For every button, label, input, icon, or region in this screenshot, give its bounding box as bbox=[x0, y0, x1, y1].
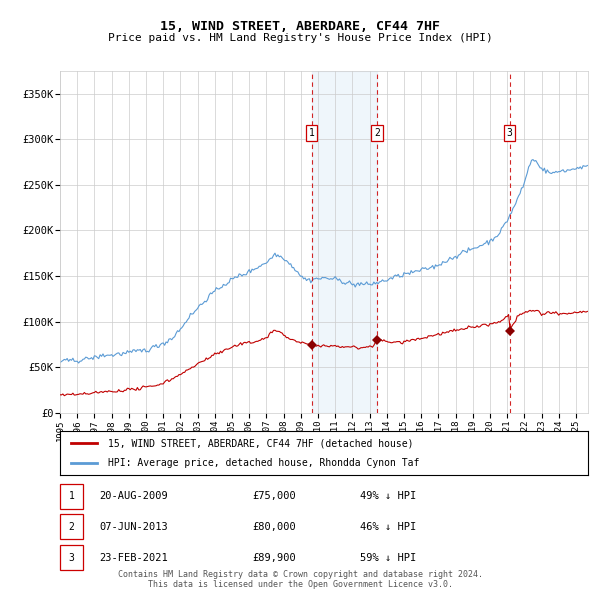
Text: Price paid vs. HM Land Registry's House Price Index (HPI): Price paid vs. HM Land Registry's House … bbox=[107, 34, 493, 43]
Text: 15, WIND STREET, ABERDARE, CF44 7HF (detached house): 15, WIND STREET, ABERDARE, CF44 7HF (det… bbox=[107, 438, 413, 448]
Text: 3: 3 bbox=[506, 128, 512, 138]
Text: 3: 3 bbox=[68, 553, 74, 562]
Text: 23-FEB-2021: 23-FEB-2021 bbox=[99, 553, 168, 562]
Text: 46% ↓ HPI: 46% ↓ HPI bbox=[360, 522, 416, 532]
Bar bbox=[312, 71, 377, 413]
Text: 2: 2 bbox=[374, 128, 380, 138]
Text: 1: 1 bbox=[68, 491, 74, 501]
Text: 1: 1 bbox=[309, 128, 314, 138]
Text: 15, WIND STREET, ABERDARE, CF44 7HF: 15, WIND STREET, ABERDARE, CF44 7HF bbox=[160, 20, 440, 33]
Text: 59% ↓ HPI: 59% ↓ HPI bbox=[360, 553, 416, 562]
Text: 07-JUN-2013: 07-JUN-2013 bbox=[99, 522, 168, 532]
Text: HPI: Average price, detached house, Rhondda Cynon Taf: HPI: Average price, detached house, Rhon… bbox=[107, 458, 419, 467]
Text: £75,000: £75,000 bbox=[252, 491, 296, 501]
Text: £89,900: £89,900 bbox=[252, 553, 296, 562]
Text: 2: 2 bbox=[68, 522, 74, 532]
Text: 49% ↓ HPI: 49% ↓ HPI bbox=[360, 491, 416, 501]
Text: Contains HM Land Registry data © Crown copyright and database right 2024.
This d: Contains HM Land Registry data © Crown c… bbox=[118, 570, 482, 589]
Text: 20-AUG-2009: 20-AUG-2009 bbox=[99, 491, 168, 501]
Text: £80,000: £80,000 bbox=[252, 522, 296, 532]
